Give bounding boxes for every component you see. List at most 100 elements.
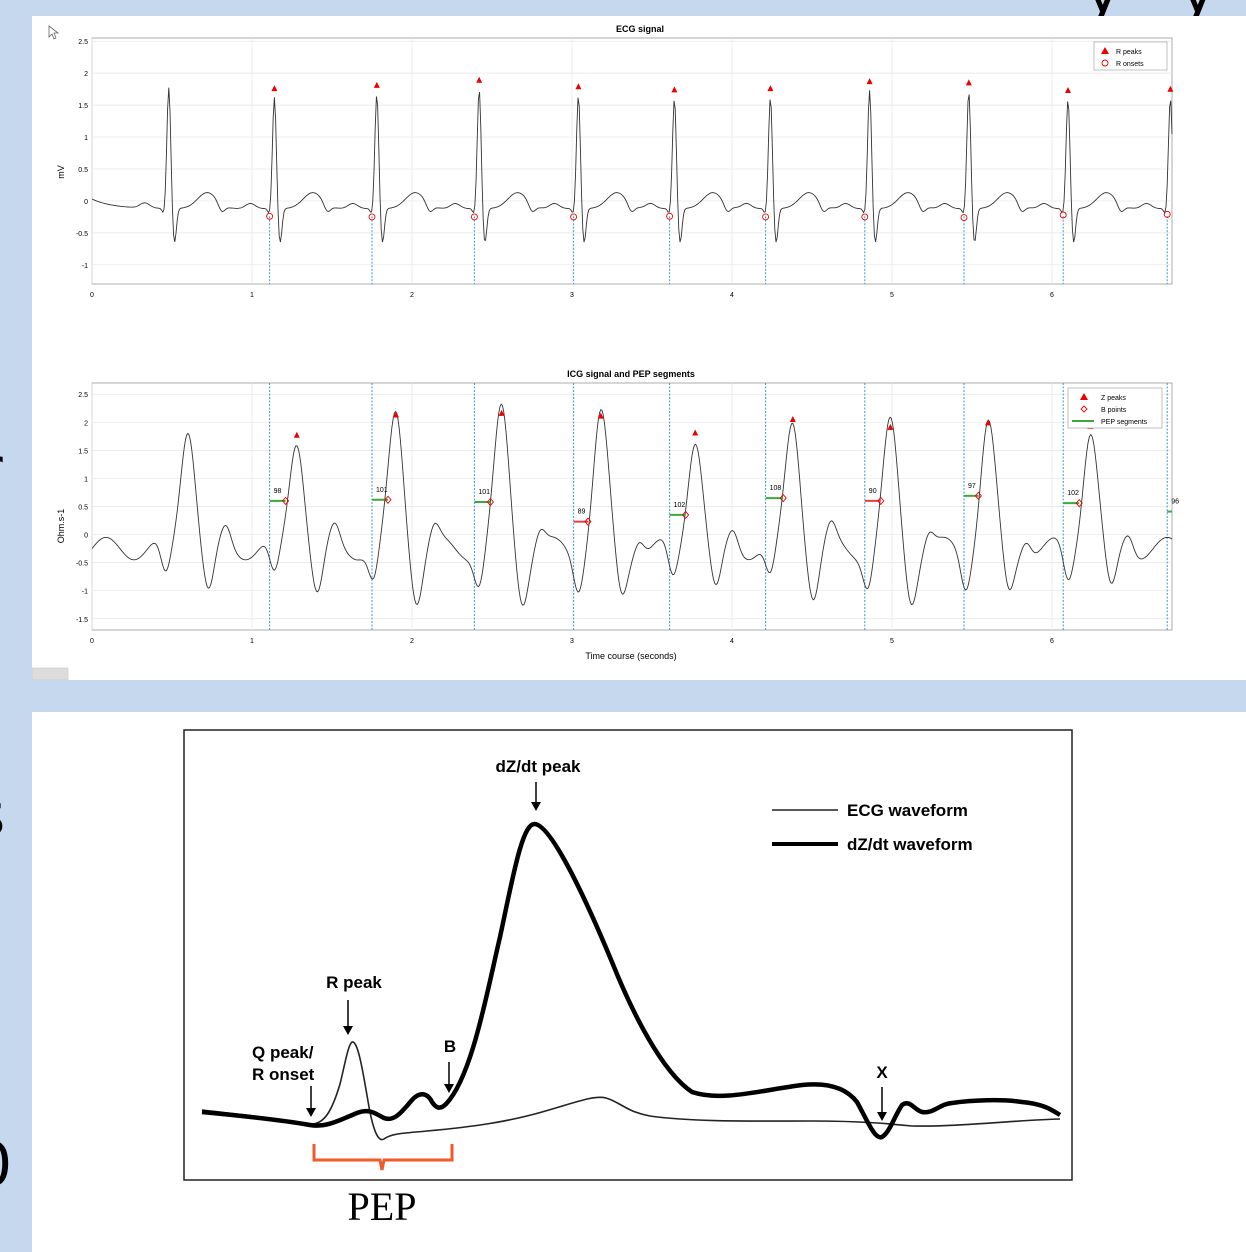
pep-value-label: 89 [578, 509, 586, 516]
ecg-title: ECG signal [616, 24, 664, 34]
legend-r-onsets: R onsets [1116, 61, 1144, 68]
x-tick-label: 4 [730, 292, 734, 299]
r-peak-marker [373, 81, 380, 88]
y-tick-label: 1 [84, 135, 88, 142]
x-tick-label: 6 [1050, 638, 1054, 645]
z-peak-marker [789, 416, 796, 423]
pep-brace [312, 1144, 454, 1171]
dzdt-waveform-line [201, 821, 1062, 1140]
x-tick-label: 6 [1050, 292, 1054, 299]
x-tick-label: 0 [90, 292, 94, 299]
y-tick-label: 1 [84, 476, 88, 483]
b-point-marker [682, 510, 690, 520]
y-tick-label: 0.5 [78, 167, 88, 174]
x-tick-label: 2 [410, 292, 414, 299]
z-peak-marker [498, 409, 505, 416]
legend-dzdt-waveform: dZ/dt waveform [847, 835, 973, 854]
icg-xlabel: Time course (seconds) [585, 651, 676, 661]
r-peak-marker [767, 85, 774, 92]
icg-plot: ICG signal and PEP segments Ohm.s-1 0 1 2 3… [56, 369, 1179, 661]
icg-legend: Z peaks B points PEP segments [1067, 387, 1163, 429]
b-point-marker [282, 496, 290, 506]
slide-text-fragment: r [0, 440, 3, 500]
r-onset-marker [570, 213, 578, 221]
pep-value-label: 102 [1067, 490, 1079, 497]
x-tick-label: 3 [570, 292, 574, 299]
matlab-figure: ECG signal mV 0 1 2 3 4 5 62.521.510.50-0.5-1 … [32, 24, 1179, 680]
r-onset-marker [666, 212, 674, 220]
r-onset-marker [368, 213, 376, 221]
cursor-icon [48, 25, 60, 40]
arrow-head-icon [444, 1084, 454, 1093]
b-point-marker [584, 517, 592, 526]
y-tick-label: -0.5 [76, 561, 88, 568]
pep-value-label: 101 [478, 489, 490, 496]
label-x-point: X [876, 1063, 888, 1082]
x-tick-label: 5 [890, 638, 894, 645]
x-tick-label: 2 [410, 638, 414, 645]
x-tick-label: 0 [90, 638, 94, 645]
y-tick-label: 1.5 [78, 103, 88, 110]
x-tick-label: 3 [570, 638, 574, 645]
arrow-head-icon [343, 1026, 353, 1035]
r-peak-marker [965, 79, 972, 86]
arrow-head-icon [531, 802, 541, 811]
ecg-axes-box [91, 37, 1173, 285]
r-peak-marker [476, 76, 483, 83]
arrow-head-icon [306, 1108, 316, 1117]
pep-diagram-panel: ECG waveform dZ/dt waveform dZ/dt peak R… [32, 712, 1246, 1252]
y-tick-label: 0.5 [78, 505, 88, 512]
label-dzdt-peak: dZ/dt peak [495, 757, 581, 776]
x-tick-label: 1 [250, 638, 254, 645]
x-tick-label: 1 [250, 292, 254, 299]
r-peak-marker [271, 85, 278, 92]
r-onset-marker [960, 214, 968, 221]
x-tick-label: 4 [730, 638, 734, 645]
figure-tab[interactable] [32, 667, 69, 680]
y-tick-label: 2.5 [78, 39, 88, 46]
y-tick-label: -0.5 [76, 231, 88, 238]
ecg-plot: ECG signal mV 0 1 2 3 4 5 62.521.510.50-0.5-1 … [56, 24, 1174, 299]
pep-value-label: 101 [376, 487, 388, 494]
pep-value-label: 102 [674, 502, 686, 509]
legend-ecg-waveform: ECG waveform [847, 801, 968, 820]
r-onset-marker [266, 212, 274, 220]
r-onset-marker [762, 213, 770, 221]
icg-trace [91, 403, 1173, 606]
diagram-frame [183, 729, 1073, 1181]
y-tick-label: 1.5 [78, 448, 88, 455]
y-tick-label: 2.5 [78, 392, 88, 399]
z-peak-marker [692, 429, 699, 436]
pep-value-label: 90 [869, 488, 877, 495]
r-onset-marker [1059, 211, 1067, 219]
b-point-marker [1075, 498, 1083, 508]
z-peak-marker [597, 412, 604, 419]
z-peak-marker [293, 431, 300, 438]
ecg-legend: R peaks R onsets [1093, 41, 1168, 71]
arrow-head-icon [877, 1112, 887, 1121]
r-peak-marker [866, 78, 873, 85]
icg-title: ICG signal and PEP segments [567, 369, 695, 379]
ecg-trace [91, 87, 1173, 243]
ecg-ylabel: mV [56, 165, 66, 179]
r-peak-marker [575, 83, 582, 90]
label-r-onset: R onset [252, 1065, 315, 1084]
slide-text-fragment: 0 [0, 1135, 12, 1195]
r-onset-marker [861, 213, 869, 221]
r-peak-marker [671, 86, 678, 93]
y-tick-label: 2 [84, 420, 88, 427]
y-tick-label: -1 [82, 263, 88, 270]
pep-value-label: 96 [1171, 499, 1179, 506]
legend-z-peaks: Z peaks [1101, 395, 1126, 402]
r-onset-marker [470, 213, 478, 221]
diamond-marker-icon [1080, 405, 1088, 413]
y-tick-label: 0 [84, 533, 88, 540]
ecg-waveform-line [201, 1041, 1061, 1141]
y-tick-label: 0 [84, 199, 88, 206]
b-point-marker [486, 497, 494, 507]
legend-pep-segments: PEP segments [1101, 419, 1148, 426]
z-peak-marker [887, 423, 894, 430]
r-peak-marker [1167, 85, 1174, 92]
r-peak-marker [1065, 87, 1071, 94]
label-b-point: B [444, 1037, 456, 1056]
